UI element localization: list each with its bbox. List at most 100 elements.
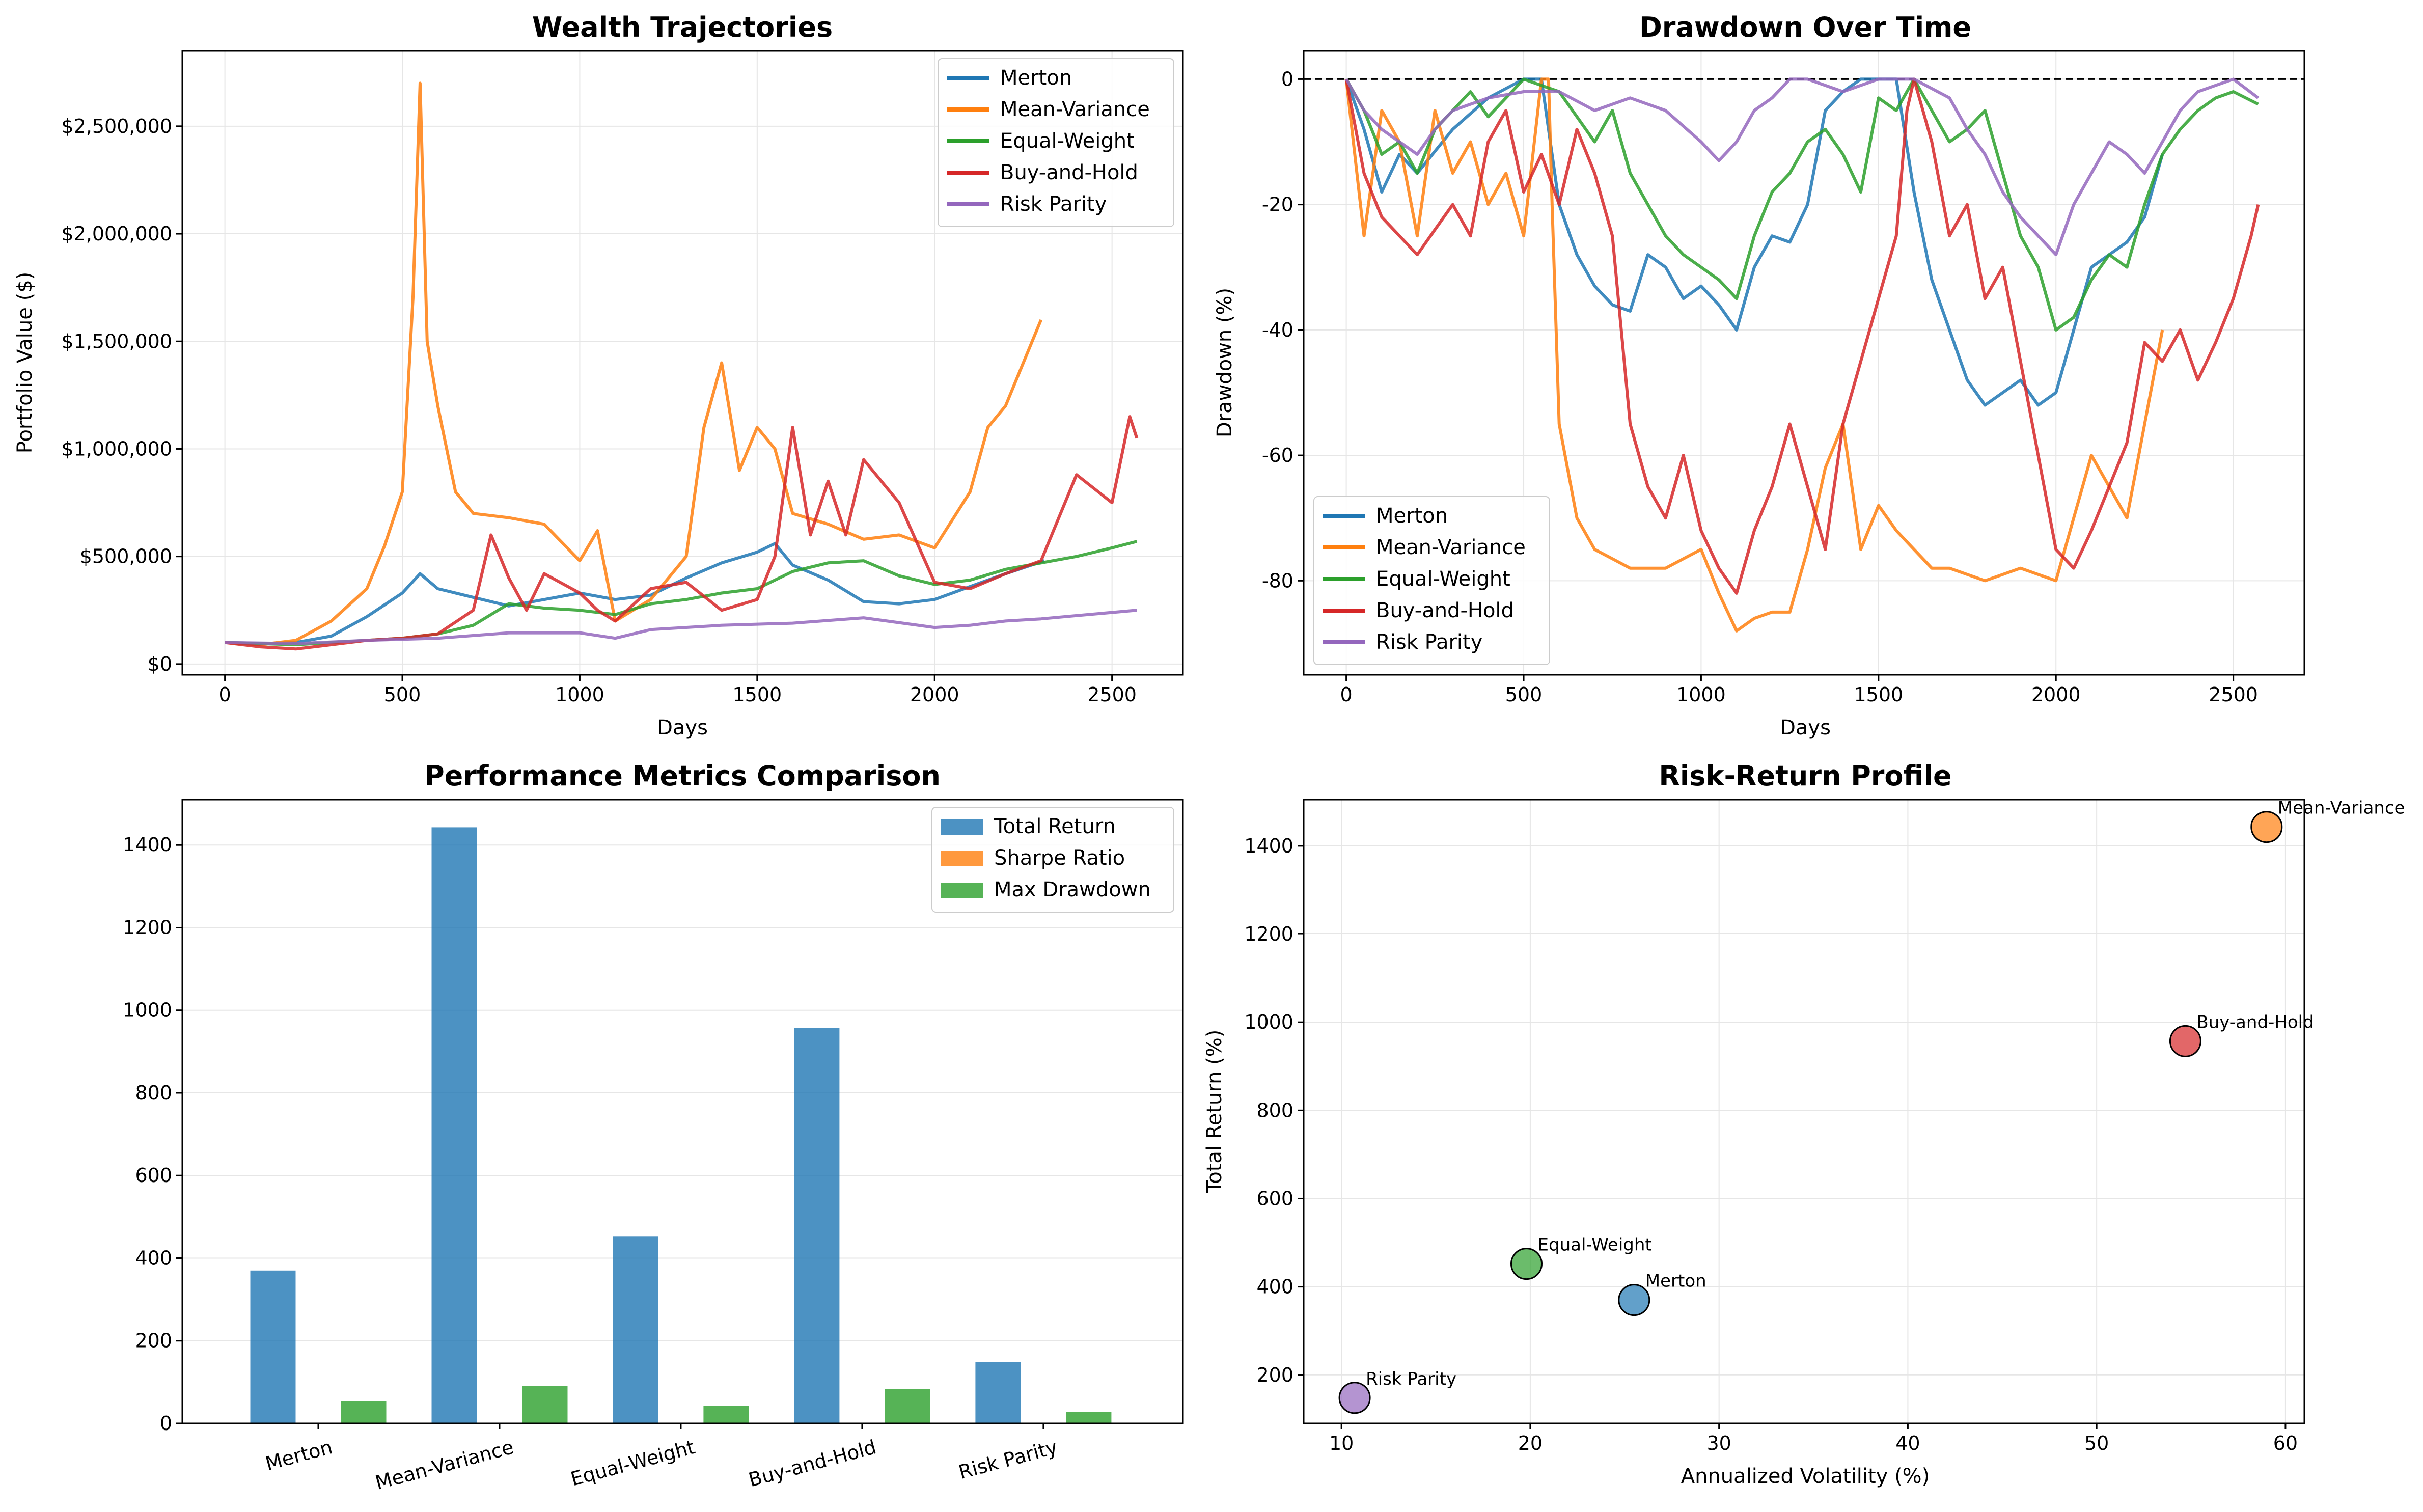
metrics-bar-total-return-buy-and-hold — [794, 1028, 840, 1423]
wealth-y-tick-label: $2,000,000 — [61, 223, 172, 245]
metrics-legend-entry-max-drawdown: Max Drawdown — [994, 878, 1151, 901]
wealth-legend-entry-mean-variance: Mean-Variance — [1000, 98, 1150, 121]
drawdown-x-axis-label: Days — [1780, 716, 1831, 739]
wealth-x-axis-label: Days — [657, 716, 708, 739]
risk-return-chart-title: Risk-Return Profile — [1659, 760, 1951, 792]
wealth-x-tick-label: 0 — [219, 683, 231, 706]
risk-return-y-tick-label: 1200 — [1244, 923, 1293, 945]
wealth-line-buy-and-hold — [225, 415, 1139, 651]
drawdown-y-tick-label: 0 — [1281, 68, 1293, 90]
drawdown-legend-entry-merton: Merton — [1376, 504, 1448, 528]
panel-risk-return-profile: Risk-Return Profile Merton Mean-Variance E… — [1203, 760, 2405, 1488]
metrics-legend-swatch-total-return — [941, 819, 983, 835]
drawdown-y-axis-label: Drawdown (%) — [1213, 288, 1236, 437]
metrics-bar-max-drawdown-merton — [341, 1401, 387, 1423]
wealth-x-tick-label: 2000 — [910, 683, 959, 706]
wealth-y-tick-label: $0 — [148, 653, 172, 675]
metrics-bar-total-return-risk-parity — [975, 1362, 1021, 1423]
wealth-x-tick-label: 2500 — [1087, 683, 1137, 706]
drawdown-y-tick-label: -60 — [1262, 444, 1293, 466]
metrics-bar-total-return-merton — [250, 1270, 296, 1423]
drawdown-y-tick-label: -80 — [1262, 569, 1293, 592]
risk-return-points: Merton Mean-Variance Equal-Weight Buy-and-H… — [1338, 798, 2405, 1414]
drawdown-x-tick-label: 1000 — [1676, 683, 1726, 706]
risk-return-grid — [1304, 800, 2304, 1423]
metrics-bar-max-drawdown-equal-weight — [703, 1406, 749, 1423]
drawdown-line-equal-weight — [1344, 77, 2259, 332]
metrics-legend-box — [931, 807, 1174, 913]
wealth-grid — [182, 51, 1183, 675]
risk-return-point-mean-variance — [2250, 811, 2283, 843]
metrics-legend-entry-total-return: Total Return — [994, 815, 1116, 838]
wealth-legend: Merton Mean-Variance Equal-Weight Buy-and-H… — [938, 58, 1174, 227]
metrics-legend-swatch-max-drawdown — [941, 883, 983, 898]
drawdown-series-lines — [1344, 77, 2260, 633]
drawdown-legend-entry-buy-and-hold: Buy-and-Hold — [1376, 599, 1514, 622]
metrics-legend-swatch-sharpe-ratio — [941, 851, 983, 866]
drawdown-plot-frame — [1303, 50, 2305, 676]
risk-return-ticks: 10 20 30 40 50 60 200 400 600 800 1000 1200 1400 — [1244, 835, 2298, 1454]
drawdown-chart-title: Drawdown Over Time — [1639, 11, 1971, 43]
drawdown-x-tick-label: 2500 — [2209, 683, 2258, 706]
metrics-bar-max-drawdown-mean-variance — [522, 1386, 568, 1423]
wealth-legend-entry-equal-weight: Equal-Weight — [1000, 129, 1135, 153]
risk-return-x-tick-label: 60 — [2273, 1432, 2298, 1454]
wealth-x-tick-label: 1500 — [732, 683, 782, 706]
risk-return-label-risk-parity: Risk Parity — [1366, 1369, 1456, 1389]
risk-return-y-tick-label: 600 — [1256, 1187, 1293, 1209]
wealth-plot-frame — [181, 50, 1184, 676]
risk-return-y-tick-label: 200 — [1256, 1364, 1293, 1386]
drawdown-line-buy-and-hold — [1344, 77, 2260, 595]
drawdown-line-risk-parity — [1344, 77, 2260, 257]
risk-return-x-tick-label: 10 — [1329, 1432, 1354, 1454]
drawdown-y-tick-label: -40 — [1262, 319, 1293, 341]
drawdown-x-tick-label: 500 — [1505, 683, 1543, 706]
wealth-y-tick-label: $1,000,000 — [61, 437, 172, 460]
drawdown-y-tick-label: -20 — [1262, 194, 1293, 216]
risk-return-point-merton — [1618, 1284, 1650, 1316]
wealth-chart-title: Wealth Trajectories — [532, 11, 833, 43]
wealth-legend-entry-risk-parity: Risk Parity — [1000, 193, 1107, 216]
risk-return-label-equal-weight: Equal-Weight — [1538, 1235, 1652, 1255]
risk-return-point-equal-weight — [1510, 1248, 1543, 1280]
risk-return-y-tick-label: 800 — [1256, 1099, 1293, 1121]
drawdown-legend-entry-mean-variance: Mean-Variance — [1376, 536, 1526, 559]
metrics-y-tick-label: 600 — [135, 1164, 172, 1187]
risk-return-plot-frame — [1303, 799, 2305, 1424]
wealth-x-tick-label: 1000 — [555, 683, 604, 706]
metrics-legend: Total Return Sharpe Ratio Max Drawdown — [931, 807, 1174, 913]
drawdown-x-tick-label: 1500 — [1854, 683, 1903, 706]
wealth-line-merton — [225, 542, 1045, 645]
risk-return-y-tick-label: 1000 — [1244, 1011, 1293, 1033]
metrics-bar-max-drawdown-risk-parity — [1066, 1412, 1112, 1423]
wealth-legend-box — [938, 58, 1174, 227]
risk-return-point-risk-parity — [1338, 1382, 1371, 1414]
risk-return-label-merton: Merton — [1645, 1271, 1706, 1291]
risk-return-y-tick-label: 400 — [1256, 1276, 1293, 1298]
metrics-bar-total-return-equal-weight — [613, 1236, 658, 1423]
wealth-y-tick-label: $500,000 — [80, 545, 172, 568]
risk-return-point-buy-and-hold — [2169, 1025, 2201, 1057]
risk-return-x-tick-label: 40 — [1895, 1432, 1920, 1454]
wealth-y-tick-label: $1,500,000 — [61, 330, 172, 352]
wealth-line-risk-parity — [225, 609, 1137, 645]
wealth-series-lines — [225, 81, 1139, 651]
risk-return-y-axis-label: Total Return (%) — [1203, 1030, 1226, 1194]
drawdown-line-mean-variance — [1344, 77, 2164, 633]
risk-return-x-tick-label: 50 — [2084, 1432, 2109, 1454]
metrics-legend-entry-sharpe-ratio: Sharpe Ratio — [994, 846, 1125, 870]
wealth-y-tick-label: $2,500,000 — [61, 115, 172, 138]
metrics-bar-total-return-mean-variance — [431, 827, 477, 1423]
metrics-y-tick-label: 200 — [135, 1330, 172, 1352]
risk-return-x-axis-label: Annualized Volatility (%) — [1681, 1465, 1930, 1488]
metrics-bar-max-drawdown-buy-and-hold — [885, 1389, 930, 1423]
metrics-plot-frame — [181, 799, 1184, 1424]
wealth-y-axis-label: Portfolio Value ($) — [13, 272, 37, 453]
risk-return-label-mean-variance: Mean-Variance — [2278, 798, 2405, 818]
metrics-y-tick-label: 800 — [135, 1082, 172, 1104]
drawdown-legend-box — [1313, 496, 1550, 665]
wealth-x-tick-label: 500 — [384, 683, 421, 706]
wealth-legend-entry-merton: Merton — [1000, 66, 1072, 90]
